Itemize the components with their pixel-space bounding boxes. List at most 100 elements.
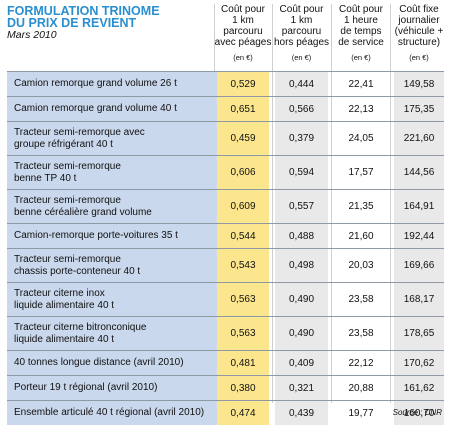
- table-cell: 0,563: [217, 317, 269, 350]
- column-header: Coût pour 1 km parcouru hors péages (en €): [272, 4, 332, 63]
- column-header-line: Coût pour: [221, 4, 265, 15]
- table-cell: 22,12: [348, 357, 374, 369]
- table-row: Camion remorque grand volume 40 t 0,651 0,…: [7, 96, 444, 121]
- table-cell: 0,474: [217, 401, 269, 425]
- row-label-line: Tracteur semi-remorque: [14, 160, 121, 172]
- table-title: FORMULATION TRINOME DU PRIX DE REVIENT: [7, 5, 207, 30]
- table-subtitle: Mars 2010: [7, 29, 57, 41]
- column-unit: (en €): [291, 53, 312, 62]
- column-header-line: avec péages: [214, 37, 272, 48]
- row-label: Tracteur semi-remorque avec groupe réfrig…: [7, 122, 217, 155]
- row-label-line: 40 tonnes longue distance (avril 2010): [14, 357, 184, 368]
- table-row: Tracteur citerne bitronconique liquide al…: [7, 316, 444, 350]
- column-header-line: 1 heure: [344, 15, 378, 26]
- table-cell: 170,62: [394, 351, 444, 375]
- table-cell: 0,557: [275, 190, 328, 223]
- table-cell: 168,17: [394, 283, 444, 316]
- row-label: Tracteur semi-remorque chassis porte-cont…: [7, 249, 217, 282]
- table-cell: 0,498: [275, 249, 328, 282]
- table-cell: 175,35: [394, 97, 444, 121]
- table-cell: 22,41: [348, 78, 374, 90]
- table-cell: 0,380: [217, 376, 269, 400]
- table-cell: 0,321: [275, 376, 328, 400]
- table-row: Tracteur semi-remorque benne TP 40 t 0,606…: [7, 155, 444, 189]
- table-cell: 0,444: [275, 72, 328, 96]
- row-label-line: liquide alimentaire 40 t: [14, 333, 115, 345]
- table-cell: 0,488: [275, 224, 328, 248]
- row-label: Porteur 19 t régional (avril 2010): [7, 376, 217, 400]
- row-label: 40 tonnes longue distance (avril 2010): [7, 351, 217, 375]
- column-header: Coût pour 1 km parcouru avec péages (en €): [213, 4, 273, 63]
- table-cell: 0,563: [217, 283, 269, 316]
- column-separator: [272, 4, 273, 403]
- column-header-line: 1 km: [290, 15, 313, 26]
- table-cell: 0,543: [217, 249, 269, 282]
- column-unit: (en €): [351, 53, 371, 62]
- column-header-line: parcouru: [281, 26, 322, 37]
- table-row: Porteur 19 t régional (avril 2010) 0,380 0…: [7, 375, 444, 400]
- table-cell: 0,481: [217, 351, 269, 375]
- table-row: Tracteur semi-remorque benne céréalière g…: [7, 189, 444, 223]
- column-separator: [331, 4, 332, 403]
- column-header-text: Coût pour 1 heure de temps de service: [331, 4, 391, 48]
- column-header-line: de service: [338, 37, 384, 48]
- table-cell: 0,566: [275, 97, 328, 121]
- column-header-line: hors péages: [273, 37, 330, 48]
- source-note: Source : CNR: [392, 408, 442, 417]
- table-row: Tracteur citerne inox liquide alimentaire…: [7, 282, 444, 316]
- row-label: Camion-remorque porte-voitures 35 t: [7, 224, 217, 248]
- column-header-line: Coût fixe: [399, 4, 439, 15]
- row-label-line: benne TP 40 t: [14, 172, 77, 184]
- table-row: Camion remorque grand volume 26 t 0,529 0,…: [7, 71, 444, 96]
- row-label: Tracteur semi-remorque benne TP 40 t: [7, 156, 217, 189]
- table-cell: 0,459: [217, 122, 269, 155]
- table-cell: 164,91: [394, 190, 444, 223]
- row-label: Tracteur citerne inox liquide alimentaire…: [7, 283, 217, 316]
- table-cell: 0,609: [217, 190, 269, 223]
- column-header-line: de temps: [340, 26, 382, 37]
- table-cell: 23,58: [348, 328, 374, 339]
- table-cell: 178,65: [394, 317, 444, 350]
- table-cell: 161,62: [394, 376, 444, 400]
- column-header-text: Coût fixe journalier (véhicule + structure): [389, 4, 449, 48]
- column-header: Coût fixe journalier (véhicule + structure)…: [389, 4, 449, 63]
- table-title-line: DU PRIX DE REVIENT: [7, 16, 137, 30]
- column-header-line: Coût pour: [339, 4, 383, 15]
- row-label-line: Ensemble articulé 40 t régional (avril 2…: [14, 407, 205, 418]
- table-cell: 21,60: [348, 230, 374, 242]
- row-label-line: Camion-remorque porte-voitures 35 t: [14, 230, 178, 241]
- table-cell: 0,379: [275, 122, 328, 155]
- row-label: Camion remorque grand volume 40 t: [7, 97, 217, 121]
- row-label-line: benne céréalière grand volume: [14, 206, 152, 218]
- table-cell: 0,594: [275, 156, 328, 189]
- table-row: Tracteur semi-remorque avec groupe réfrig…: [7, 121, 444, 155]
- table-row: Ensemble articulé 40 t régional (avril 2…: [7, 400, 444, 425]
- row-label-line: Camion remorque grand volume 26 t: [14, 78, 177, 89]
- row-label-line: Tracteur citerne inox: [14, 287, 105, 299]
- column-header-line: 1 km: [232, 15, 254, 26]
- column-header-line: journalier: [398, 15, 440, 26]
- row-label: Tracteur semi-remorque benne céréalière g…: [7, 190, 217, 223]
- column-unit: (en €): [409, 53, 429, 62]
- table-cell: 149,58: [394, 72, 444, 96]
- row-label: Tracteur citerne bitronconique liquide al…: [7, 317, 217, 350]
- table-cell: 0,490: [275, 283, 328, 316]
- table-cell: 0,544: [217, 224, 269, 248]
- table-cell: 221,60: [394, 122, 444, 155]
- table-cell: 0,409: [275, 351, 328, 375]
- column-header-text: Coût pour 1 km parcouru hors péages: [272, 4, 332, 48]
- row-label: Camion remorque grand volume 26 t: [7, 72, 217, 96]
- table-cell: 20,03: [348, 260, 374, 271]
- row-label-line: liquide alimentaire 40 t: [14, 299, 115, 311]
- row-label: Ensemble articulé 40 t régional (avril 2…: [7, 401, 217, 425]
- column-header-line: structure): [397, 37, 441, 48]
- table-row: 40 tonnes longue distance (avril 2010) 0,…: [7, 350, 444, 375]
- row-label-line: Tracteur semi-remorque: [14, 194, 121, 206]
- row-label-line: Camion remorque grand volume 40 t: [14, 103, 177, 114]
- table-cell: 0,490: [275, 317, 328, 350]
- table-row: Camion-remorque porte-voitures 35 t 0,544…: [7, 223, 444, 248]
- table-cell: 22,13: [348, 103, 374, 115]
- row-label-line: Tracteur semi-remorque: [14, 253, 121, 265]
- row-label-line: Porteur 19 t régional (avril 2010): [14, 382, 158, 393]
- column-header-line: Coût pour: [279, 4, 324, 15]
